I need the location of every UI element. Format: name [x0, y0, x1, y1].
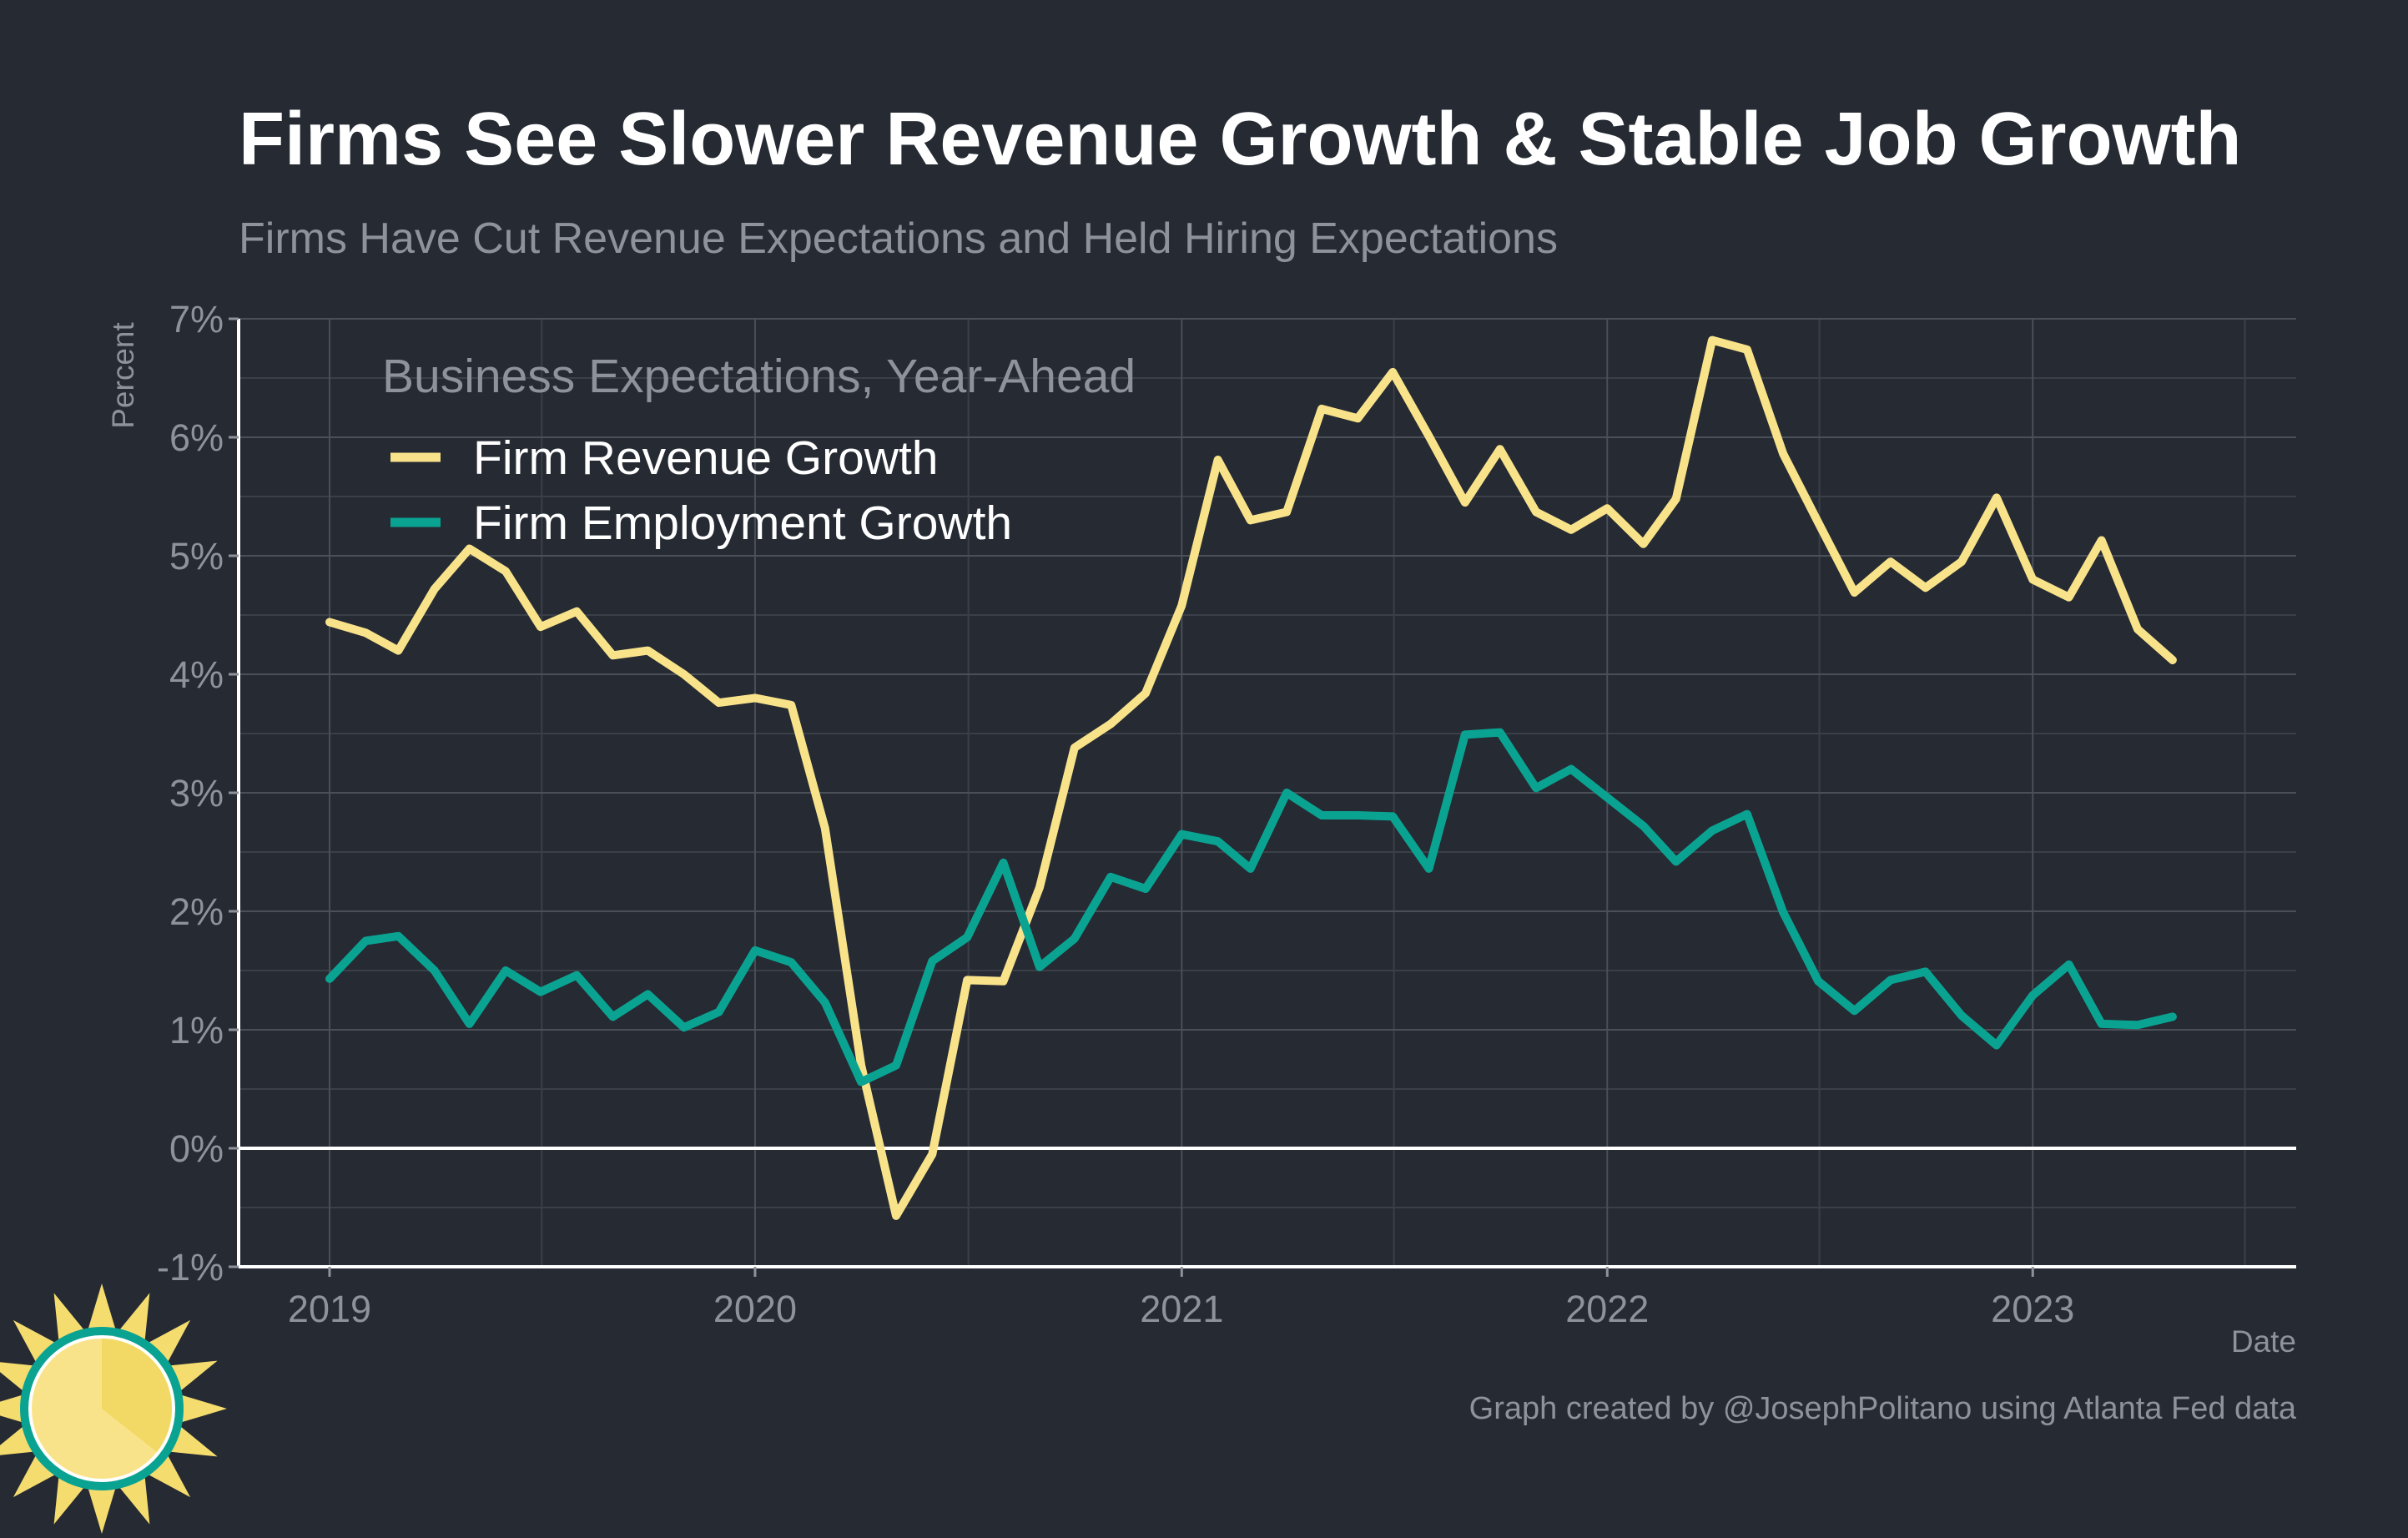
x-tick-labels: 2019 2020 2021 2022 2023 — [288, 1267, 2074, 1330]
chart-title: Firms See Slower Revenue Growth & Stable… — [239, 98, 2242, 181]
y-tick-label: 3% — [169, 772, 224, 814]
x-axis-title: Date — [2231, 1324, 2296, 1359]
y-tick-label: 1% — [169, 1009, 224, 1051]
legend-label-employment: Firm Employment Growth — [473, 497, 1012, 550]
y-tick-label: 5% — [169, 535, 224, 577]
y-tick-label: 0% — [169, 1127, 224, 1170]
chart-subtitle: Firms Have Cut Revenue Expectations and … — [239, 214, 1558, 263]
legend-label-revenue: Firm Revenue Growth — [473, 431, 939, 485]
y-tick-label: 7% — [169, 298, 224, 340]
y-tick-label: 6% — [169, 416, 224, 459]
sun-logo — [0, 1283, 227, 1534]
y-tick-label: 4% — [169, 653, 224, 696]
y-tick-labels: -1% 0% 1% 2% 3% 4% 5% 6% 7% — [157, 298, 239, 1288]
series-lines — [325, 335, 2177, 1220]
series-line-revenue — [325, 335, 2177, 1220]
y-tick-label: -1% — [157, 1246, 224, 1288]
legend: Business Expectations, Year-Ahead Firm R… — [382, 350, 1136, 550]
legend-title: Business Expectations, Year-Ahead — [382, 350, 1136, 403]
y-tick-label: 2% — [169, 890, 224, 933]
x-tick-label: 2019 — [288, 1288, 371, 1330]
series-line-employment — [325, 728, 2177, 1087]
x-tick-label: 2020 — [713, 1288, 797, 1330]
caption: Graph created by @JosephPolitano using A… — [1469, 1391, 2297, 1426]
x-tick-label: 2023 — [1991, 1288, 2074, 1330]
sun-face-shade — [102, 1339, 173, 1452]
x-tick-label: 2021 — [1140, 1288, 1223, 1330]
x-tick-label: 2022 — [1565, 1288, 1649, 1330]
y-axis-title: Percent — [106, 322, 140, 429]
